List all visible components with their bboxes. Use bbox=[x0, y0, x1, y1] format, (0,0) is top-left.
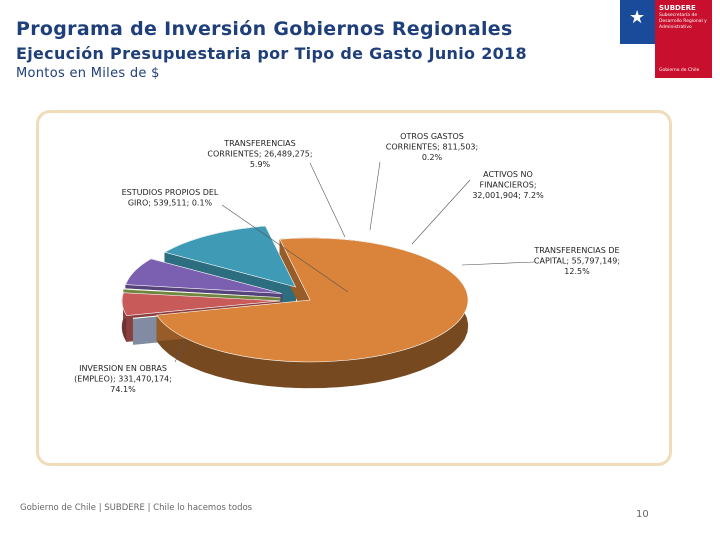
footer-text: Gobierno de Chile | SUBDERE | Chile lo h… bbox=[20, 503, 253, 513]
logo-gov: Gobierno de Chile bbox=[659, 68, 700, 73]
slice-label: ESTUDIOS PROPIOS DEL GIRO; 539,511; 0.1% bbox=[122, 188, 219, 208]
slice-label: OTROS GASTOS CORRIENTES; 811,503; 0.2% bbox=[386, 132, 478, 162]
leader-line bbox=[411, 179, 471, 245]
slice-label: TRANSFERENCIAS DE CAPITAL; 55,797,149; 12.… bbox=[533, 246, 620, 276]
leader-line bbox=[309, 162, 346, 238]
logo-name: SUBDERE bbox=[659, 4, 696, 12]
pie-slice bbox=[123, 288, 281, 298]
leader-line bbox=[461, 261, 536, 266]
units-note: Montos en Miles de $ bbox=[16, 66, 160, 81]
slice-label: INVERSION EN OBRAS (EMPLEO); 331,470,174;… bbox=[74, 364, 172, 394]
pie-slice bbox=[156, 237, 469, 363]
slice-label: TRANSFERENCIAS CORRIENTES; 26,489,275; 5.9… bbox=[207, 139, 312, 169]
star-icon: ★ bbox=[629, 7, 646, 28]
page-subtitle: Ejecución Presupuestaria por Tipo de Gas… bbox=[16, 44, 527, 63]
leader-line bbox=[221, 204, 349, 293]
pie-slice bbox=[163, 225, 297, 288]
page-title: Programa de Inversión Gobiernos Regional… bbox=[16, 18, 513, 40]
pie-slice bbox=[125, 258, 283, 294]
logo-subtitle: Subsecretaría de Desarrollo Regional y A… bbox=[659, 13, 707, 30]
subdere-logo: ★ SUBDERE Subsecretaría de Desarrollo Re… bbox=[620, 0, 712, 78]
slice-label: ACTIVOS NO FINANCIEROS; 32,001,904; 7.2% bbox=[472, 170, 544, 200]
leader-line bbox=[369, 161, 381, 231]
pie-slice bbox=[121, 292, 281, 316]
leader-line bbox=[174, 339, 186, 363]
page-number: 10 bbox=[636, 509, 649, 520]
